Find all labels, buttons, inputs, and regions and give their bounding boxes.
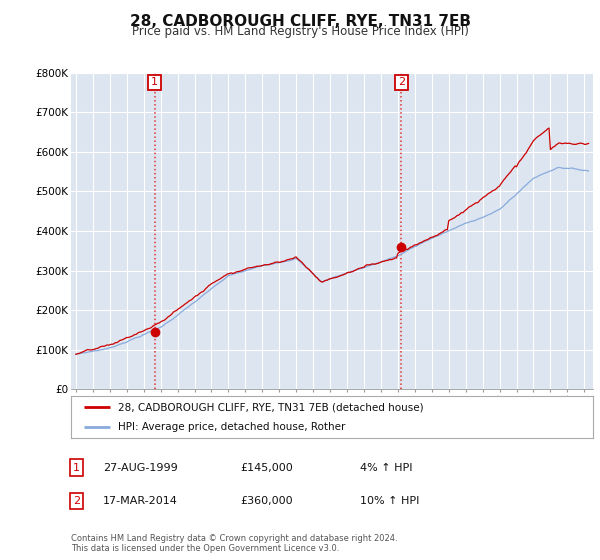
Text: 28, CADBOROUGH CLIFF, RYE, TN31 7EB (detached house): 28, CADBOROUGH CLIFF, RYE, TN31 7EB (det… <box>118 402 424 412</box>
Text: 1: 1 <box>151 77 158 87</box>
Text: 2: 2 <box>398 77 405 87</box>
Text: 17-MAR-2014: 17-MAR-2014 <box>103 496 178 506</box>
Text: Contains HM Land Registry data © Crown copyright and database right 2024.: Contains HM Land Registry data © Crown c… <box>71 534 397 543</box>
Text: 10% ↑ HPI: 10% ↑ HPI <box>360 496 419 506</box>
Text: 27-AUG-1999: 27-AUG-1999 <box>103 463 178 473</box>
Text: 1: 1 <box>73 463 80 473</box>
Text: £145,000: £145,000 <box>240 463 293 473</box>
Text: This data is licensed under the Open Government Licence v3.0.: This data is licensed under the Open Gov… <box>71 544 339 553</box>
Text: 4% ↑ HPI: 4% ↑ HPI <box>360 463 413 473</box>
Text: HPI: Average price, detached house, Rother: HPI: Average price, detached house, Roth… <box>118 422 345 432</box>
Text: £360,000: £360,000 <box>240 496 293 506</box>
Text: Price paid vs. HM Land Registry's House Price Index (HPI): Price paid vs. HM Land Registry's House … <box>131 25 469 38</box>
Text: 28, CADBOROUGH CLIFF, RYE, TN31 7EB: 28, CADBOROUGH CLIFF, RYE, TN31 7EB <box>130 14 470 29</box>
Text: 2: 2 <box>73 496 80 506</box>
